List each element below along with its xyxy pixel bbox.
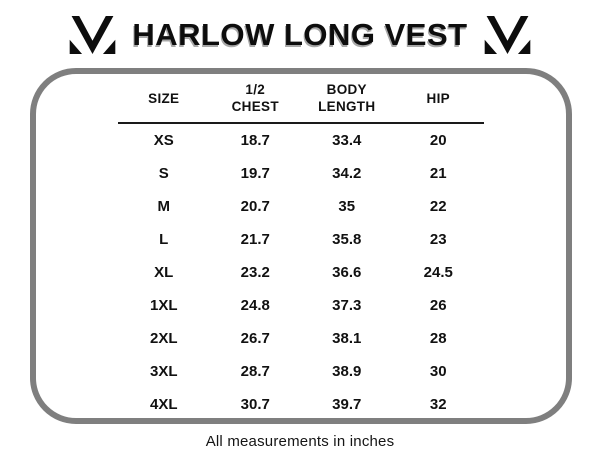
column-header-half-chest: 1/2 CHEST [209,79,301,124]
size-chart-box: SIZE 1/2 CHEST BODY LENGTH HIP XS 18.7 3… [30,68,572,424]
hip-cell: 26 [429,297,447,314]
m-logo-icon [68,16,117,54]
hip-cell: 24.5 [423,264,453,281]
size-cell: L [159,231,169,248]
hip-cell: 22 [429,198,447,215]
half-chest-cell: 26.7 [240,330,270,347]
table-row-1xl: 1XL 24.8 37.3 26 [118,289,484,322]
hip-cell: 23 [429,231,447,248]
half-chest-cell: 30.7 [240,396,270,413]
body-length-cell: 33.4 [332,132,362,149]
hip-cell: 28 [429,330,447,347]
half-chest-cell: 23.2 [240,264,270,281]
size-cell: 2XL [149,330,178,347]
column-header-body-length: BODY LENGTH [301,79,393,124]
half-chest-cell: 24.8 [240,297,270,314]
table-row-xl: XL 23.2 36.6 24.5 [118,256,484,289]
column-header-hip: HIP [392,79,484,124]
body-length-cell: 38.9 [332,363,362,380]
hip-cell: 20 [429,132,447,149]
size-cell: 1XL [149,297,178,314]
body-length-cell: 37.3 [332,297,362,314]
table-row-4xl: 4XL 30.7 39.7 32 [118,388,484,421]
table-row-s: S 19.7 34.2 21 [118,157,484,190]
page-header: HARLOW LONG VEST [0,0,600,60]
table-row-2xl: 2XL 26.7 38.1 28 [118,322,484,355]
size-cell: XL [154,264,174,281]
half-chest-cell: 20.7 [240,198,270,215]
hip-cell: 21 [429,165,447,182]
body-length-cell: 35.8 [332,231,362,248]
body-length-cell: 34.2 [332,165,362,182]
size-chart-table: SIZE 1/2 CHEST BODY LENGTH HIP XS 18.7 3… [118,79,484,421]
half-chest-cell: 21.7 [240,231,270,248]
size-chart-body: XS 18.7 33.4 20 S 19.7 34.2 21 M 20.7 35… [118,123,484,421]
measurements-note: All measurements in inches [205,433,395,450]
body-length-cell: 38.1 [332,330,362,347]
size-cell: M [157,198,171,215]
table-row-xs: XS 18.7 33.4 20 [118,123,484,157]
half-chest-cell: 28.7 [240,363,270,380]
column-header-size: SIZE [118,79,210,124]
header-row: SIZE 1/2 CHEST BODY LENGTH HIP [118,79,484,124]
size-cell: S [158,165,169,182]
hip-cell: 30 [429,363,447,380]
size-cell: 3XL [149,363,178,380]
size-cell: XS [153,132,174,149]
size-cell: 4XL [149,396,178,413]
m-logo-icon [483,16,532,54]
table-row-3xl: 3XL 28.7 38.9 30 [118,355,484,388]
body-length-cell: 39.7 [332,396,362,413]
page-title: HARLOW LONG VEST [132,17,468,52]
table-row-l: L 21.7 35.8 23 [118,223,484,256]
body-length-cell: 35 [338,198,356,215]
half-chest-cell: 19.7 [240,165,270,182]
half-chest-cell: 18.7 [240,132,270,149]
body-length-cell: 36.6 [332,264,362,281]
size-chart-header: SIZE 1/2 CHEST BODY LENGTH HIP [118,79,484,124]
table-row-m: M 20.7 35 22 [118,190,484,223]
hip-cell: 32 [429,396,447,413]
